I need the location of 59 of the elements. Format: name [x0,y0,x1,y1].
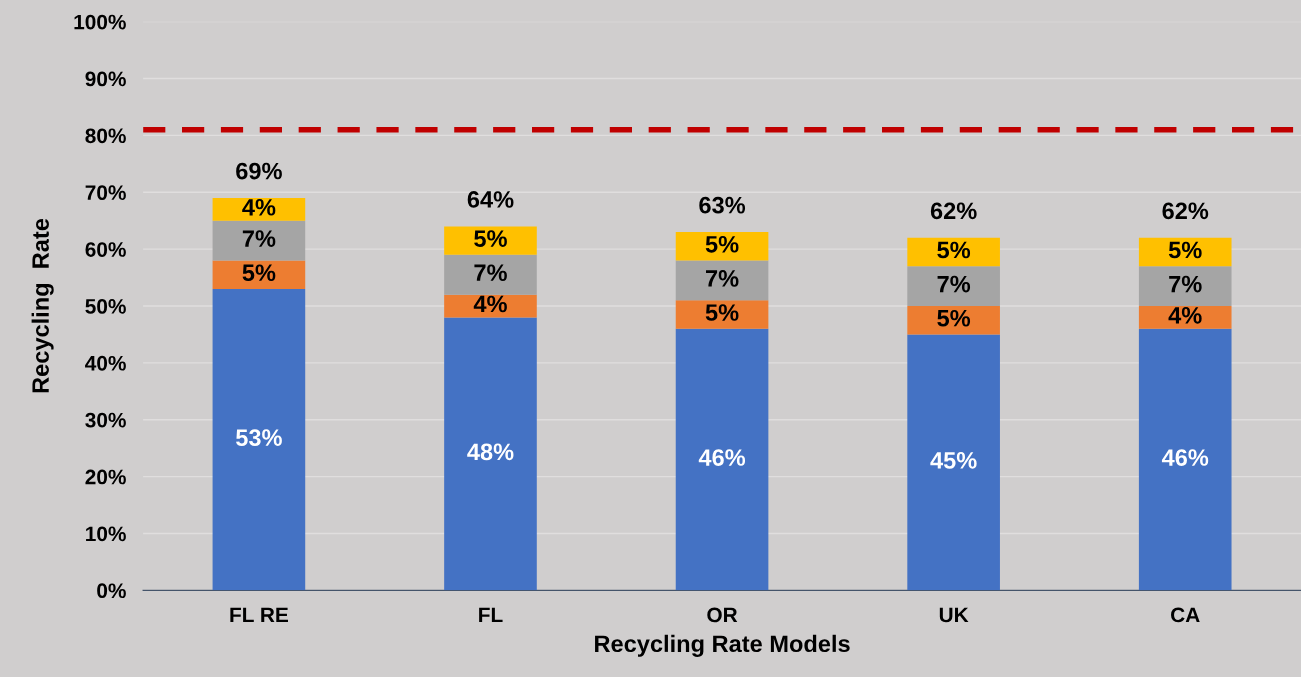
total-label: 62% [1162,202,1209,220]
data-label: 7% [242,230,276,247]
bar [675,260,769,301]
y-tick-label: 50% [85,299,126,314]
y-tick-label: 40% [85,355,126,371]
bar [1138,266,1232,306]
y-tick-label: 60% [85,242,126,257]
bar [907,334,1000,591]
bar [675,328,769,591]
y-tick-label: 30% [85,412,126,428]
total-label: 64% [467,191,514,208]
y-tick-label: 90% [85,71,126,87]
data-label: 5% [1168,241,1202,259]
data-label: 53% [236,429,282,447]
bar [675,232,769,261]
data-label: 7% [474,264,507,282]
y-tick-label: 80% [85,128,126,144]
y-tick-label: 70% [85,185,126,201]
x-tick-label: FL RE [230,607,288,623]
y-tick-label: 0% [97,583,126,599]
total-label: 62% [930,202,977,220]
y-axis-title: Recycling Rate [31,218,54,393]
x-axis-title: Recycling Rate Models [595,634,850,657]
data-label: 46% [698,449,746,466]
bar [675,300,769,329]
data-label: 7% [937,275,971,293]
bar [907,306,1000,335]
bar [907,237,1000,267]
bar [444,254,537,295]
bar [1138,306,1232,329]
data-label: 46% [1161,449,1209,466]
data-label: 5% [242,264,276,282]
data-label: 5% [705,235,739,253]
bar [907,266,1000,306]
y-tick-label: 20% [85,469,126,485]
y-tick-label: 100% [74,14,126,30]
data-label: 48% [467,443,514,461]
data-label: 7% [1169,275,1202,293]
x-tick-label: UK [939,607,969,623]
bar [1138,328,1232,591]
total-label: 63% [699,196,746,214]
total-label: 69% [236,162,282,180]
data-label: 5% [705,304,739,321]
bar [212,220,306,261]
data-label: 4% [242,199,276,216]
y-tick-label: 10% [86,526,126,542]
data-label: 5% [474,230,507,247]
x-tick-label: CA [1171,607,1200,623]
data-label: 7% [706,270,739,287]
data-label: 4% [473,295,507,313]
x-tick-label: OR [707,607,738,623]
bar [212,288,306,591]
bar [444,317,537,591]
data-label: 45% [930,452,977,469]
data-label: 4% [1168,307,1202,324]
data-label: 5% [937,241,971,259]
x-tick-label: FL [479,607,503,623]
data-label: 5% [937,309,971,327]
bar [444,226,537,255]
